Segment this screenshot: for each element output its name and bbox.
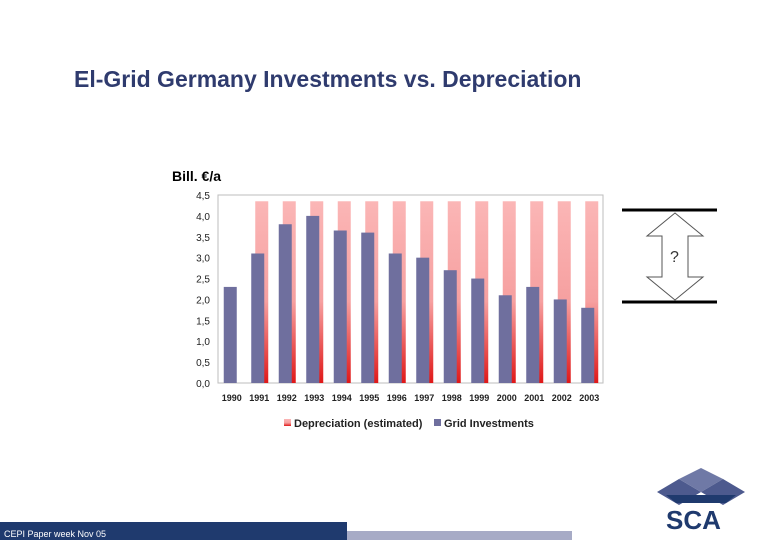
x-tick-label: 1998	[442, 393, 462, 403]
sca-logo-text: SCA	[666, 505, 721, 535]
y-tick-label: 0,5	[196, 358, 210, 369]
x-tick-label: 1994	[332, 393, 352, 403]
y-tick-label: 3,0	[196, 254, 210, 265]
x-tick-label: 1990	[222, 393, 242, 403]
sca-logo-icon	[657, 468, 745, 505]
bar-grid-investments-1992	[278, 224, 292, 383]
slide-title: El-Grid Germany Investments vs. Deprecia…	[74, 66, 582, 92]
bar-grid-investments-1991	[251, 253, 265, 383]
x-tick-label: 1999	[469, 393, 489, 403]
bar-grid-investments-1994	[333, 230, 347, 383]
legend-grid-investments-swatch	[434, 419, 441, 426]
legend-depreciation-swatch	[284, 419, 291, 426]
x-tick-label: 2001	[524, 393, 544, 403]
bar-grid-investments-1996	[388, 253, 402, 383]
y-tick-label: 4,5	[196, 191, 210, 202]
bar-grid-investments-1995	[361, 232, 375, 383]
gap-question-mark: ?	[670, 249, 679, 266]
y-tick-label: 2,0	[196, 295, 210, 306]
plot-area	[217, 194, 604, 384]
bar-grid-investments-2000	[498, 295, 512, 383]
bar-grid-investments-2002	[553, 299, 567, 383]
y-tick-label: 1,0	[196, 337, 210, 348]
y-tick-label: 1,5	[196, 316, 210, 327]
y-tick-label: 3,5	[196, 233, 210, 244]
footer-text: CEPI Paper week Nov 05	[4, 529, 107, 539]
legend-grid-investments-label: Grid Investments	[444, 418, 534, 430]
legend-depreciation-label: Depreciation (estimated)	[294, 418, 423, 430]
x-tick-label: 1991	[249, 393, 269, 403]
x-tick-label: 1992	[277, 393, 297, 403]
bar-grid-investments-1999	[471, 278, 485, 383]
bar-grid-investments-1993	[306, 215, 320, 383]
bar-grid-investments-1990	[223, 286, 237, 383]
x-tick-label: 2000	[497, 393, 517, 403]
footer-accent-bar	[347, 531, 572, 540]
y-tick-label: 2,5	[196, 275, 210, 286]
bar-grid-investments-1997	[416, 257, 430, 383]
x-tick-label: 2002	[552, 393, 572, 403]
bar-grid-investments-1998	[443, 270, 457, 383]
gap-arrow-icon	[622, 208, 717, 304]
y-unit-label: Bill. €/a	[172, 168, 222, 184]
y-tick-label: 4,0	[196, 212, 210, 223]
x-tick-label: 1996	[387, 393, 407, 403]
y-tick-label: 0,0	[196, 379, 210, 390]
x-tick-label: 1997	[414, 393, 434, 403]
bar-grid-investments-2003	[581, 307, 595, 383]
x-tick-label: 1995	[359, 393, 379, 403]
x-tick-label: 2003	[579, 393, 599, 403]
bar-grid-investments-2001	[526, 286, 540, 383]
footer-bar	[0, 522, 347, 540]
x-tick-label: 1993	[304, 393, 324, 403]
